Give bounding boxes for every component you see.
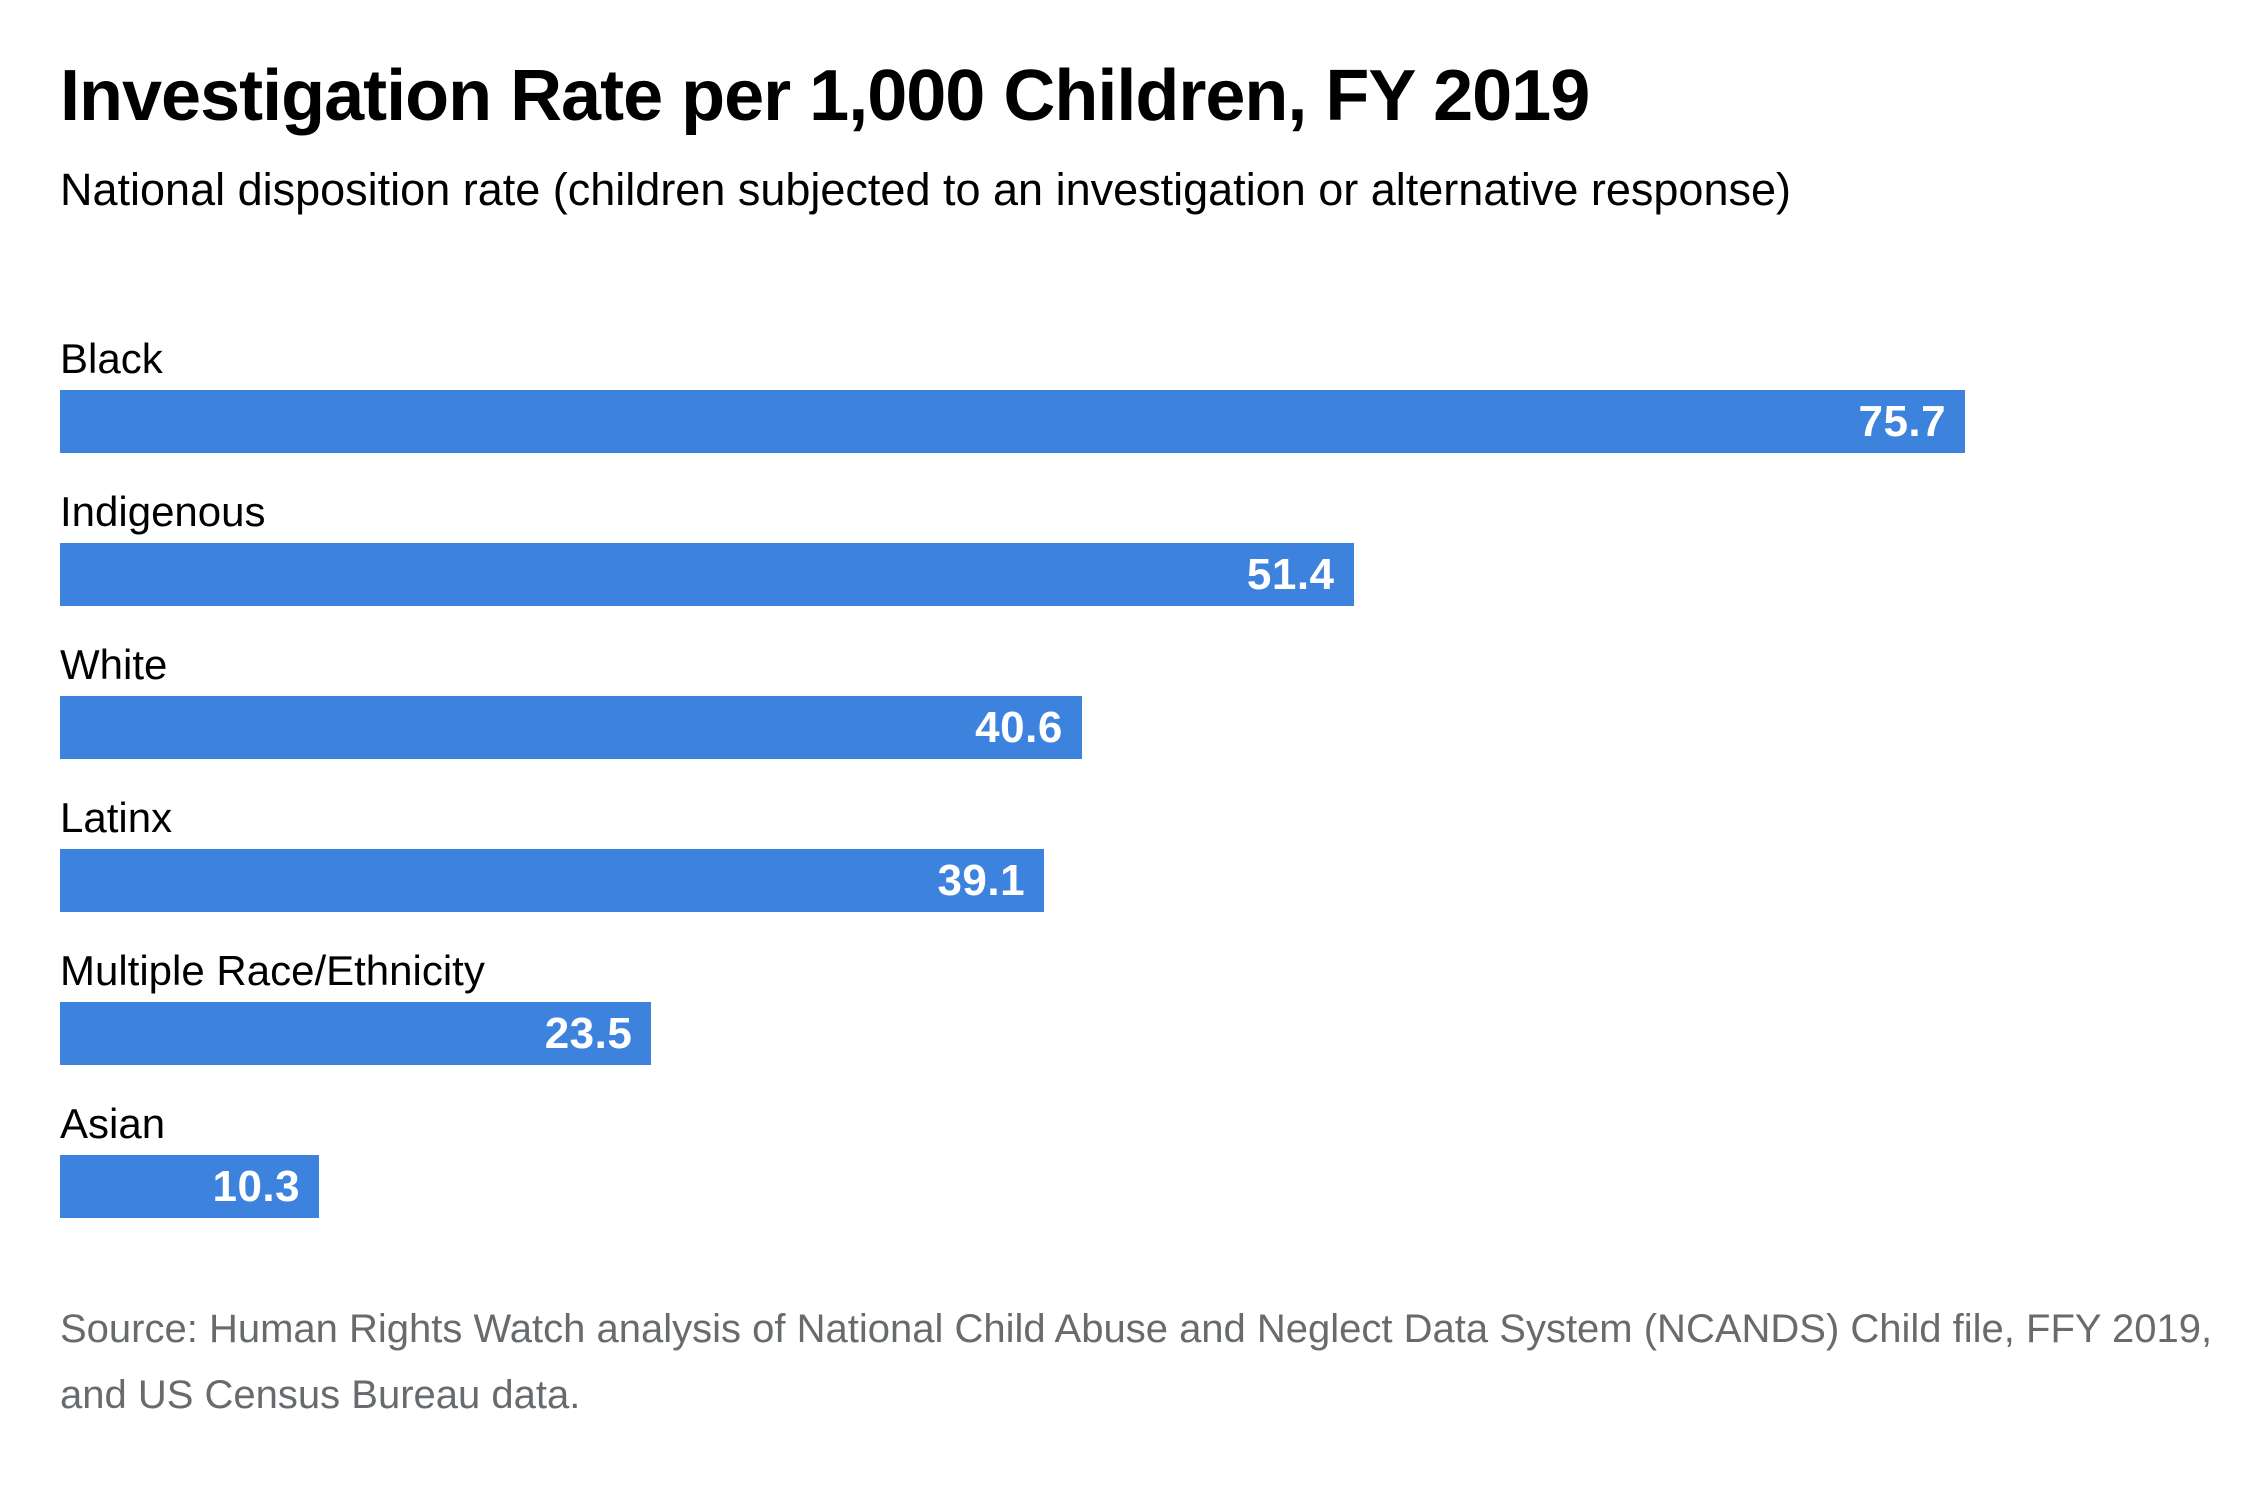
chart-title: Investigation Rate per 1,000 Children, F… xyxy=(60,56,1590,136)
bar-row: White 40.6 xyxy=(60,642,2191,759)
value-label: 40.6 xyxy=(975,702,1063,752)
bar: 40.6 xyxy=(60,696,1082,759)
value-label: 39.1 xyxy=(937,855,1026,905)
bar: 75.7 xyxy=(60,390,1966,453)
bar: 23.5 xyxy=(60,1002,652,1065)
bar-track: 10.3 xyxy=(60,1155,2191,1218)
value-label: 10.3 xyxy=(212,1161,301,1211)
bar-row: Black 75.7 xyxy=(60,336,2191,453)
bar-track: 40.6 xyxy=(60,696,2191,759)
bar-track: 23.5 xyxy=(60,1002,2191,1065)
category-label: Black xyxy=(60,335,163,382)
chart-subtitle: National disposition rate (children subj… xyxy=(60,164,1791,215)
source-line-2: and US Census Bureau data. xyxy=(60,1373,581,1417)
bar-row: Indigenous 51.4 xyxy=(60,489,2191,606)
bar-row: Asian 10.3 xyxy=(60,1101,2191,1218)
bar-track: 75.7 xyxy=(60,390,2191,453)
bar: 51.4 xyxy=(60,543,1354,606)
bar-row: Multiple Race/Ethnicity 23.5 xyxy=(60,948,2191,1065)
value-label: 75.7 xyxy=(1858,396,1947,446)
category-label: Multiple Race/Ethnicity xyxy=(60,947,485,994)
bar-track: 51.4 xyxy=(60,543,2191,606)
category-label: Latinx xyxy=(60,794,173,841)
bar-track: 39.1 xyxy=(60,849,2191,912)
category-label: White xyxy=(60,641,168,688)
bar: 39.1 xyxy=(60,849,1045,912)
value-label: 51.4 xyxy=(1246,549,1335,599)
category-label: Asian xyxy=(60,1100,166,1147)
bar: 10.3 xyxy=(60,1155,320,1218)
bar-row: Latinx 39.1 xyxy=(60,795,2191,912)
source-note: Source: Human Rights Watch analysis of N… xyxy=(60,1296,2213,1428)
category-label: Indigenous xyxy=(60,488,266,535)
bar-chart: Black 75.7 Indigenous 51.4 White 40.6 Latinx 39… xyxy=(60,336,2191,1218)
value-label: 23.5 xyxy=(544,1008,633,1058)
source-line-1: Source: Human Rights Watch analysis of N… xyxy=(60,1307,2213,1351)
